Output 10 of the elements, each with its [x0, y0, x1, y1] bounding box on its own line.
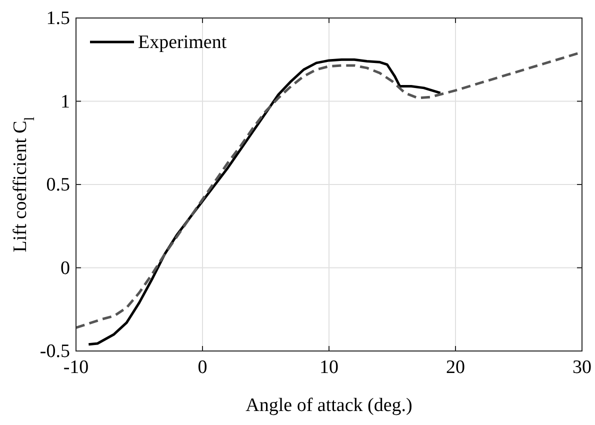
x-axis-title: Angle of attack (deg.): [246, 395, 412, 416]
legend-label: Experiment: [138, 32, 228, 53]
x-tick-label: 0: [198, 357, 208, 378]
y-tick-label: 1.5: [46, 8, 70, 29]
y-tick-label: 0.5: [46, 174, 70, 196]
x-tick-label: 30: [572, 357, 592, 378]
x-tick-label: 10: [320, 357, 338, 378]
y-tick-label: 0: [60, 258, 70, 279]
y-tick-label: 1: [60, 91, 70, 112]
x-tick-label: 20: [446, 357, 465, 378]
